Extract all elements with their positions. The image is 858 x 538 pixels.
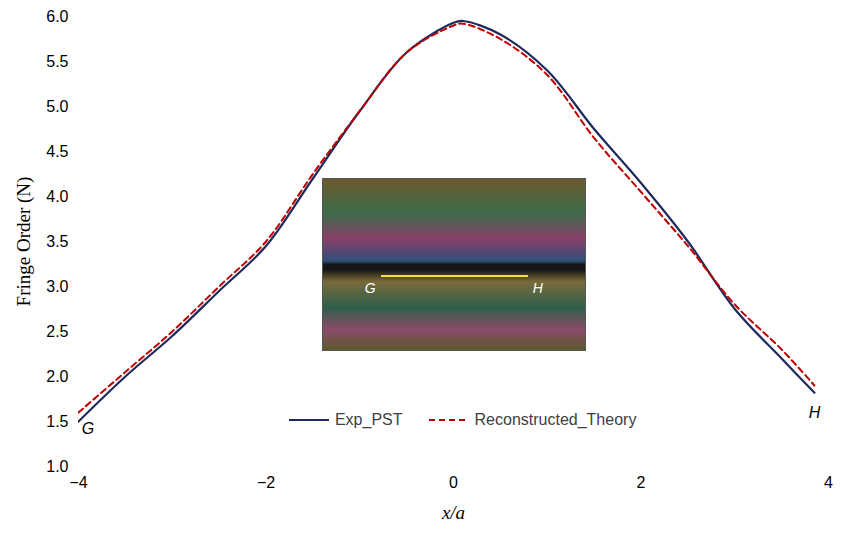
svg-text:1.5: 1.5 <box>46 413 68 430</box>
svg-text:0: 0 <box>449 474 458 491</box>
svg-text:3.5: 3.5 <box>46 233 68 250</box>
svg-text:G: G <box>82 420 94 437</box>
html-text:G: G <box>364 279 376 296</box>
svg-text:5.0: 5.0 <box>46 98 68 115</box>
svg-text:x/a: x/a <box>441 502 465 523</box>
svg-text:H: H <box>809 404 821 421</box>
svg-text:2: 2 <box>637 474 646 491</box>
html-text:Reconstructed_Theory: Reconstructed_Theory <box>474 411 637 428</box>
svg-text:3.0: 3.0 <box>46 278 68 295</box>
svg-text:1.0: 1.0 <box>46 458 68 475</box>
svg-text:5.5: 5.5 <box>46 53 68 70</box>
svg-text:Fringe Order (N): Fringe Order (N) <box>13 177 35 307</box>
html-text:H: H <box>532 279 543 296</box>
svg-text:−4: −4 <box>69 474 87 491</box>
svg-text:4.5: 4.5 <box>46 143 68 160</box>
svg-text:2.0: 2.0 <box>46 368 68 385</box>
svg-text:4.0: 4.0 <box>46 188 68 205</box>
svg-text:6.0: 6.0 <box>46 8 68 25</box>
svg-text:4: 4 <box>824 474 833 491</box>
svg-text:−2: −2 <box>257 474 275 491</box>
svg-text:2.5: 2.5 <box>46 323 68 340</box>
html-text:Exp_PST: Exp_PST <box>334 411 403 428</box>
